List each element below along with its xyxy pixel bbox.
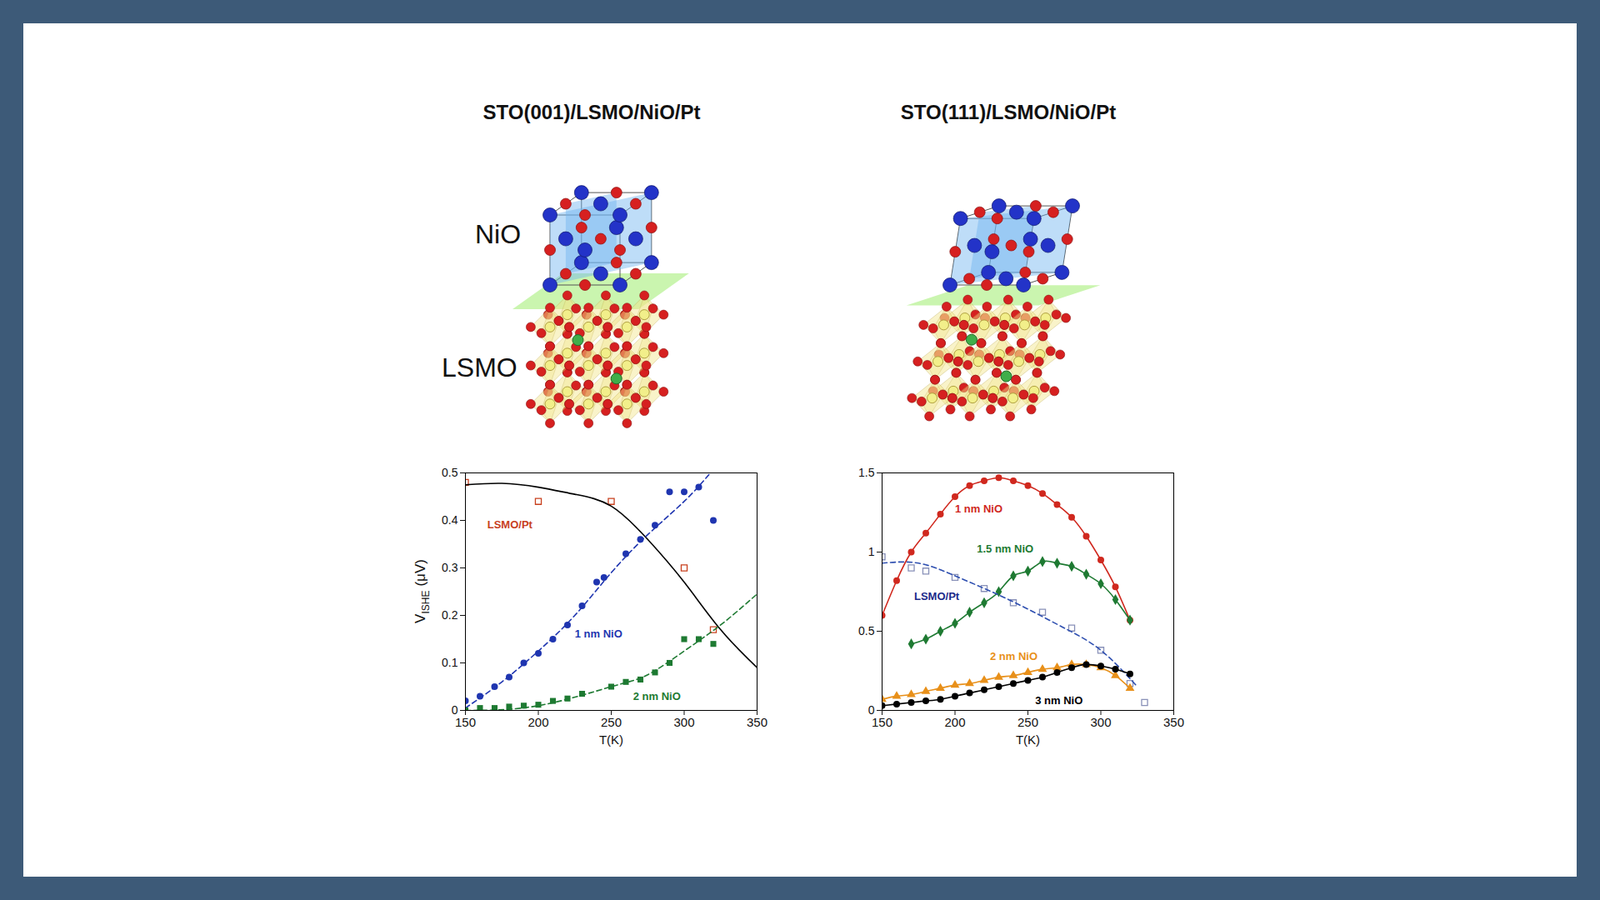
svg-text:0: 0: [451, 703, 459, 717]
svg-text:1.5 nm NiO: 1.5 nm NiO: [976, 542, 1034, 555]
svg-text:1.5: 1.5: [858, 465, 875, 480]
html-text:STO(001)/LSMO/NiO/Pt: STO(001)/LSMO/NiO/Pt: [482, 100, 701, 124]
svg-text:0.3: 0.3: [441, 560, 459, 575]
svg-text:150: 150: [455, 715, 476, 730]
svg-text:0.2: 0.2: [441, 608, 459, 622]
svg-text:250: 250: [600, 715, 622, 730]
svg-text:200: 200: [944, 715, 965, 730]
svg-text:T(K): T(K): [599, 732, 624, 747]
svg-text:0: 0: [868, 703, 875, 717]
svg-text:1 nm NiO: 1 nm NiO: [955, 502, 1003, 515]
html-text:STO(111)/LSMO/NiO/Pt: STO(111)/LSMO/NiO/Pt: [900, 100, 1116, 124]
svg-text:200: 200: [527, 715, 549, 730]
svg-text:0.5: 0.5: [858, 624, 875, 638]
svg-text:LSMO/Pt: LSMO/Pt: [487, 518, 534, 531]
svg-text:0.4: 0.4: [441, 513, 459, 527]
svg-text:NiO: NiO: [475, 219, 521, 250]
svg-text:250: 250: [1017, 715, 1039, 730]
svg-text:3 nm NiO: 3 nm NiO: [1035, 694, 1083, 707]
svg-text:300: 300: [673, 715, 695, 730]
svg-text:1: 1: [868, 545, 875, 559]
svg-text:LSMO/Pt: LSMO/Pt: [914, 590, 960, 603]
svg-text:0.1: 0.1: [441, 655, 459, 670]
svg-text:350: 350: [746, 715, 768, 730]
svg-text:2 nm NiO: 2 nm NiO: [990, 650, 1038, 663]
svg-text:350: 350: [1163, 715, 1185, 730]
svg-text:300: 300: [1090, 715, 1111, 730]
svg-text:2 nm NiO: 2 nm NiO: [633, 690, 681, 703]
svg-text:T(K): T(K): [1015, 732, 1040, 747]
svg-text:1 nm NiO: 1 nm NiO: [575, 627, 623, 640]
svg-text:0.5: 0.5: [441, 465, 459, 480]
svg-text:150: 150: [871, 715, 893, 730]
svg-text:VISHE(μV): VISHE(μV): [412, 559, 432, 624]
svg-text:LSMO: LSMO: [441, 352, 518, 383]
